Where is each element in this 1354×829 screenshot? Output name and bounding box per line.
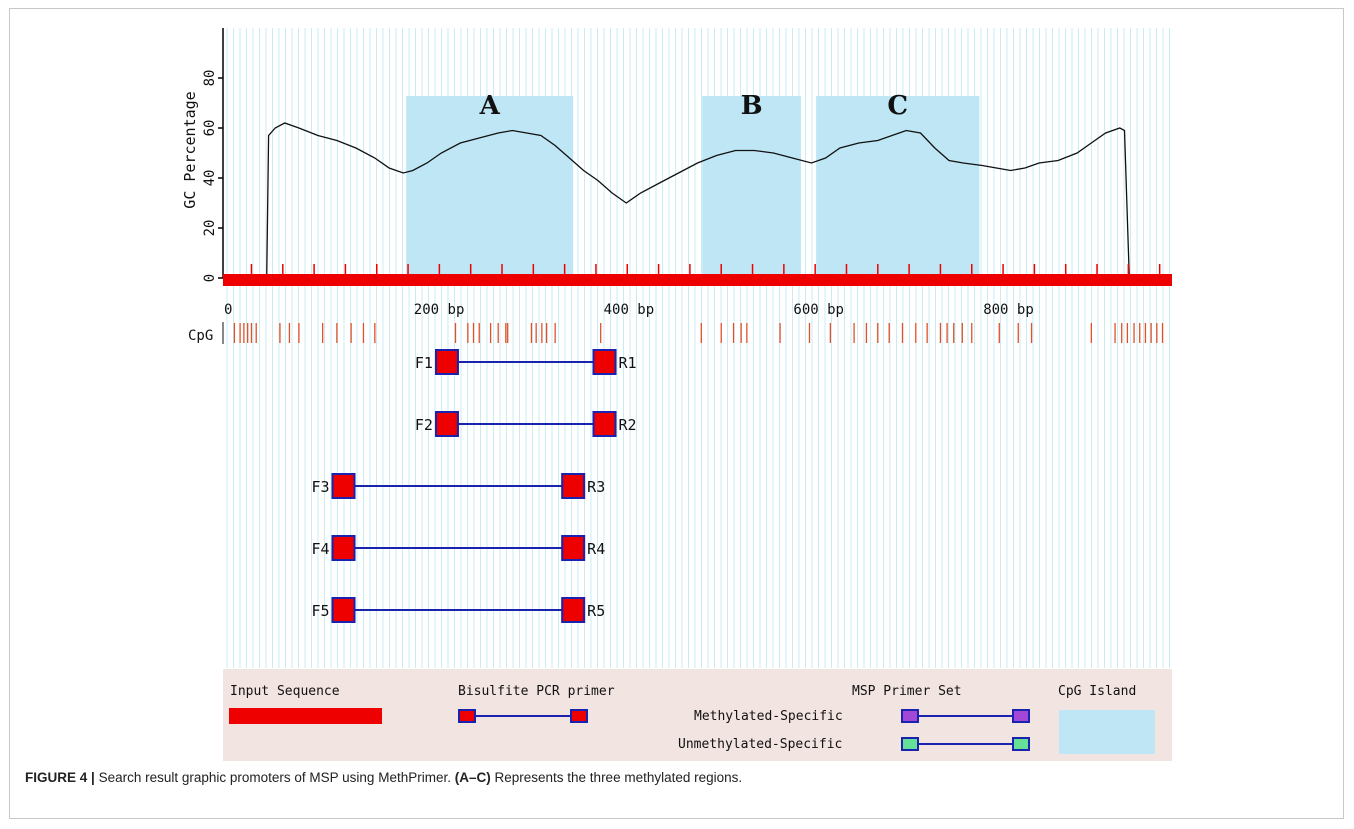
reverse-primer-box <box>592 349 617 375</box>
forward-primer-box <box>434 411 459 437</box>
reverse-primer-box <box>561 597 586 623</box>
cpg-island-regions <box>406 96 980 278</box>
caption-label: FIGURE 4 | <box>25 770 95 785</box>
y-tick-label: 60 <box>202 120 218 137</box>
forward-primer-label: F1 <box>415 354 433 372</box>
y-tick-label: 20 <box>202 220 218 237</box>
legend-unmethylated-right-box <box>1012 737 1030 751</box>
caption-text-2: Represents the three methylated regions. <box>494 770 743 785</box>
caption-bold-ref: (A–C) <box>454 770 491 785</box>
forward-primer-box <box>331 535 356 561</box>
reverse-primer-box <box>592 411 617 437</box>
y-tick-label: 0 <box>202 274 218 282</box>
forward-primer-label: F5 <box>311 602 329 620</box>
caption-text: Search result graphic promoters of MSP u… <box>98 770 451 785</box>
background-grid <box>226 28 1170 668</box>
legend-bisulfite-primer-label: Bisulfite PCR primer <box>458 684 615 699</box>
y-tick-label: 40 <box>202 170 218 187</box>
forward-primer-box <box>331 597 356 623</box>
input-sequence-bar <box>223 274 1172 286</box>
reverse-primer-label: R1 <box>618 354 636 372</box>
island-label-B: B <box>741 91 763 121</box>
input-sequence-bar-layer <box>223 264 1172 286</box>
legend-msp-primer-set-label: MSP Primer Set <box>852 684 962 699</box>
legend-methylated-right-box <box>1012 709 1030 723</box>
x-tick-label: 400 bp <box>604 302 655 318</box>
y-axis-label: GC Percentage <box>181 91 199 208</box>
legend-methylated-label: Methylated-Specific <box>694 709 843 724</box>
x-tick-label: 800 bp <box>983 302 1034 318</box>
cpg-island-A <box>406 96 574 278</box>
legend-cpg-island-swatch <box>1059 710 1155 754</box>
legend: Input Sequence Bisulfite PCR primer MSP … <box>223 669 1172 761</box>
x-tick-label: 0 <box>224 302 232 318</box>
legend-unmethylated-label: Unmethylated-Specific <box>678 737 842 752</box>
cpg-sites-row: CpG <box>188 322 1164 344</box>
reverse-primer-label: R3 <box>587 478 605 496</box>
forward-primer-label: F3 <box>311 478 329 496</box>
legend-input-sequence-swatch <box>229 708 382 724</box>
gc-curve-layer <box>223 122 1172 279</box>
cpg-row-label: CpG <box>188 328 213 344</box>
y-tick-label: 80 <box>202 70 218 87</box>
legend-unmethylated-left-box <box>901 737 919 751</box>
island-label-layer: A B C <box>479 91 909 121</box>
legend-methylated-left-box <box>901 709 919 723</box>
x-axis-ticks: 0 200 bp 400 bp 600 bp 800 bp <box>224 302 1034 318</box>
legend-bisulfite-right-box <box>570 709 588 723</box>
primer-pairs: F1 R1 F2 R2 F3 R3 F4 R4 F5 R5 <box>311 349 637 623</box>
forward-primer-box <box>434 349 459 375</box>
reverse-primer-box <box>561 473 586 499</box>
legend-cpg-island-label: CpG Island <box>1058 684 1136 699</box>
legend-input-sequence-label: Input Sequence <box>230 684 340 699</box>
cpg-island-B <box>702 96 801 278</box>
reverse-primer-label: R4 <box>587 540 605 558</box>
forward-primer-label: F4 <box>311 540 329 558</box>
forward-primer-label: F2 <box>415 416 433 434</box>
x-tick-label: 600 bp <box>793 302 844 318</box>
island-label-C: C <box>887 91 908 121</box>
gc-percentage-curve <box>223 122 1172 279</box>
legend-bisulfite-left-box <box>458 709 476 723</box>
reverse-primer-box <box>561 535 586 561</box>
forward-primer-box <box>331 473 356 499</box>
figure-caption: FIGURE 4 | Search result graphic promote… <box>25 770 1325 785</box>
island-label-A: A <box>479 91 501 121</box>
reverse-primer-label: R2 <box>618 416 636 434</box>
reverse-primer-label: R5 <box>587 602 605 620</box>
x-tick-label: 200 bp <box>414 302 465 318</box>
cpg-island-C <box>816 96 980 278</box>
